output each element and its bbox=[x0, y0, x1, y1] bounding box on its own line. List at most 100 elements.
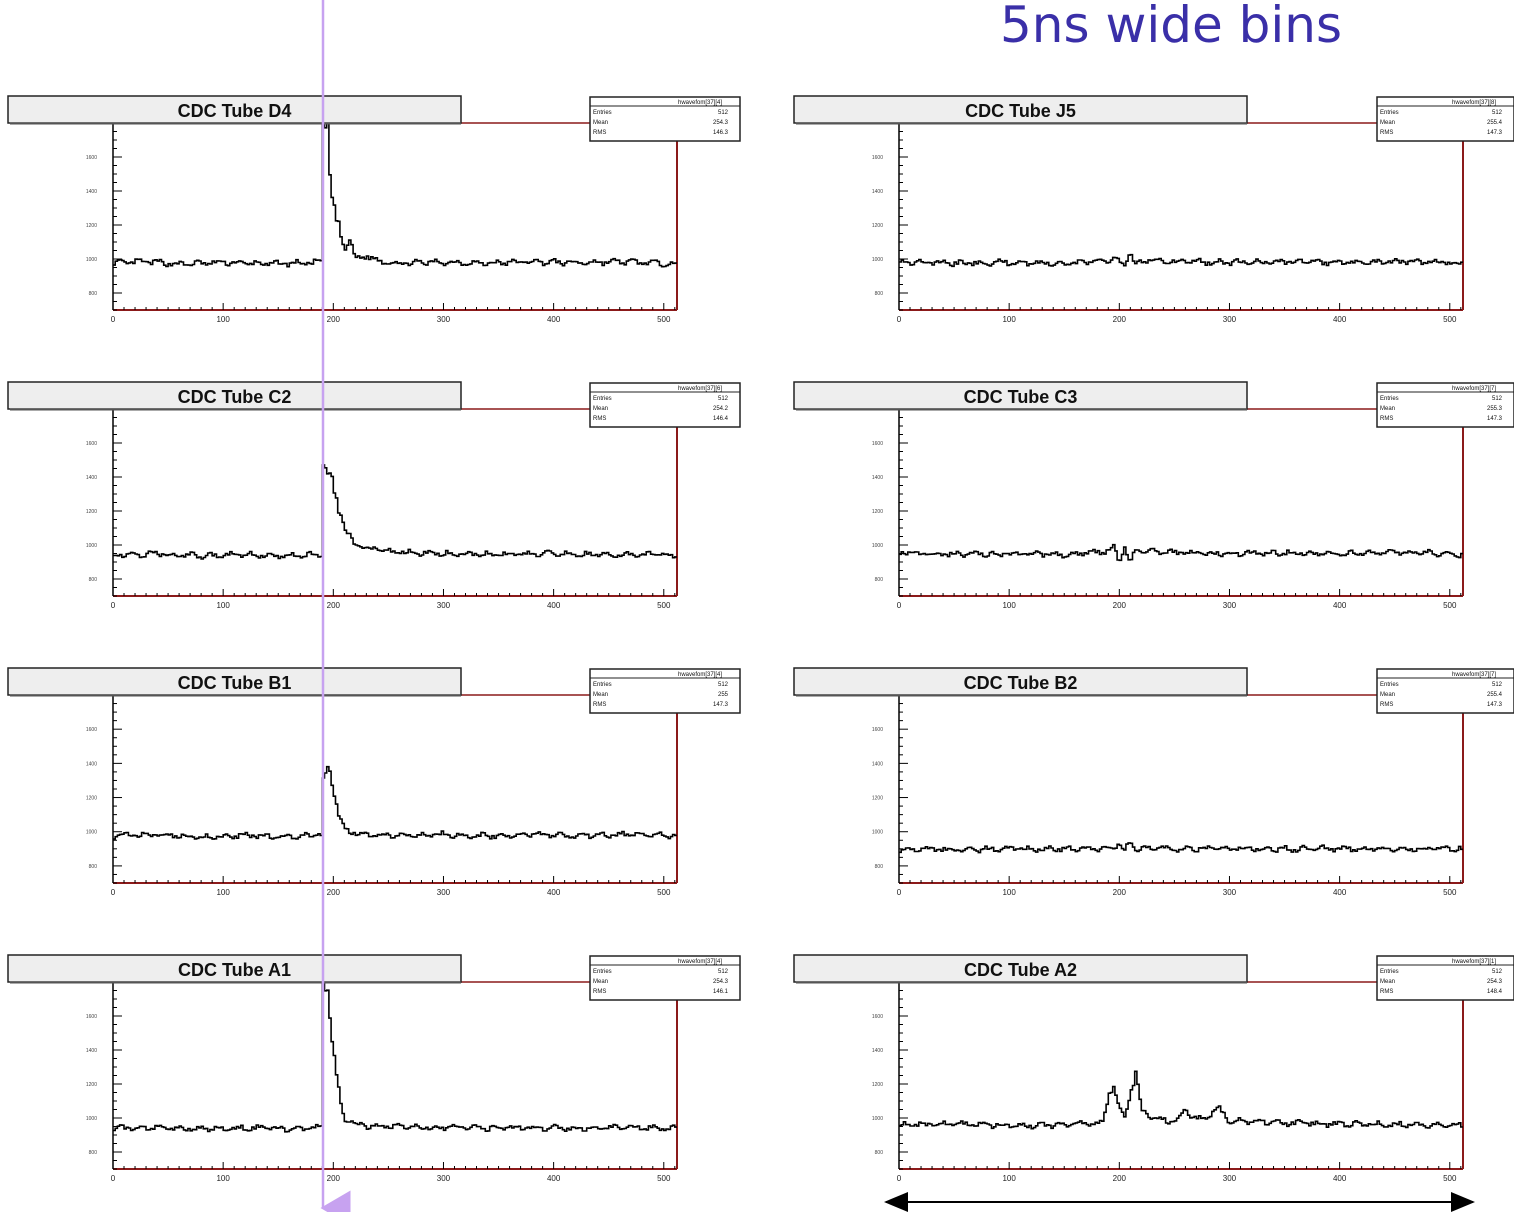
panel-title: CDC Tube C2 bbox=[178, 387, 292, 407]
y-tick-label: 1200 bbox=[872, 1082, 883, 1088]
y-tick-label: 800 bbox=[875, 291, 884, 297]
x-tick-label: 300 bbox=[437, 1174, 451, 1183]
x-tick-label: 200 bbox=[327, 1174, 341, 1183]
y-tick-label: 1600 bbox=[872, 1014, 883, 1020]
title-box bbox=[7, 667, 462, 696]
x-tick-label: 300 bbox=[437, 601, 451, 610]
stats-value: 147.3 bbox=[1487, 130, 1503, 136]
y-tick-label: 1600 bbox=[86, 727, 97, 733]
stats-label: Mean bbox=[593, 692, 608, 698]
waveform-series bbox=[113, 765, 677, 840]
title-box bbox=[7, 381, 462, 410]
stats-label: Entries bbox=[1380, 969, 1399, 975]
x-tick-label: 300 bbox=[437, 315, 451, 324]
x-tick-label: 500 bbox=[1443, 601, 1457, 610]
x-tick-label: 300 bbox=[1223, 1174, 1237, 1183]
stats-label: RMS bbox=[593, 989, 606, 995]
y-tick-label: 1000 bbox=[872, 257, 883, 263]
stats-box bbox=[589, 382, 741, 428]
x-tick-label: 100 bbox=[1002, 315, 1016, 324]
y-tick-label: 1000 bbox=[86, 830, 97, 836]
stats-value: 254.3 bbox=[713, 979, 729, 985]
stats-header: hwavefom[37][7] bbox=[1452, 386, 1496, 392]
stats-header: hwavefom[37][6] bbox=[678, 386, 722, 392]
stats-label: Mean bbox=[1380, 979, 1395, 985]
stats-value: 255.4 bbox=[1487, 120, 1503, 126]
stats-value: 512 bbox=[718, 682, 729, 688]
y-tick-label: 1200 bbox=[872, 796, 883, 802]
x-tick-label: 200 bbox=[1113, 888, 1127, 897]
panel-title: CDC Tube B1 bbox=[178, 673, 292, 693]
histogram-panel: 800 1000 1200 1400 1600 0 100 200 300 400 500 CDC T… bbox=[7, 95, 741, 324]
stats-label: Mean bbox=[1380, 406, 1395, 412]
stats-label: Entries bbox=[1380, 110, 1399, 116]
y-tick-label: 1400 bbox=[86, 189, 97, 195]
y-tick-label: 1400 bbox=[872, 1048, 883, 1054]
stats-value: 512 bbox=[718, 969, 729, 975]
waveform-series bbox=[113, 118, 677, 268]
stats-value: 146.4 bbox=[713, 416, 729, 422]
x-tick-label: 400 bbox=[547, 1174, 561, 1183]
y-tick-label: 1400 bbox=[872, 189, 883, 195]
histogram-panel: 800 1000 1200 1400 1600 0 100 200 300 400 500 CDC T… bbox=[793, 667, 1514, 897]
stats-box bbox=[1376, 382, 1514, 428]
panel-title: CDC Tube J5 bbox=[965, 101, 1076, 121]
stats-value: 512 bbox=[1492, 396, 1503, 402]
stats-label: Mean bbox=[593, 120, 608, 126]
x-tick-label: 500 bbox=[657, 601, 671, 610]
stats-label: Entries bbox=[1380, 682, 1399, 688]
x-tick-label: 200 bbox=[1113, 315, 1127, 324]
stats-label: Mean bbox=[1380, 692, 1395, 698]
x-tick-label: 0 bbox=[897, 315, 902, 324]
stats-header: hwavefom[37][8] bbox=[1452, 100, 1496, 106]
stats-label: RMS bbox=[1380, 130, 1393, 136]
x-tick-label: 300 bbox=[1223, 601, 1237, 610]
stats-value: 146.3 bbox=[713, 130, 729, 136]
stats-label: Mean bbox=[1380, 120, 1395, 126]
y-tick-label: 1400 bbox=[872, 761, 883, 767]
panel-title: CDC Tube A2 bbox=[964, 960, 1077, 980]
y-tick-label: 1600 bbox=[86, 155, 97, 161]
histogram-panel: 800 1000 1200 1400 1600 0 100 200 300 400 500 CDC T… bbox=[793, 381, 1514, 610]
x-tick-label: 400 bbox=[547, 315, 561, 324]
stats-value: 512 bbox=[1492, 110, 1503, 116]
x-tick-label: 200 bbox=[327, 315, 341, 324]
waveform-series bbox=[899, 253, 1463, 268]
stats-header: hwavefom[37][7] bbox=[1452, 672, 1496, 678]
stats-box bbox=[1376, 668, 1514, 714]
panel-title: CDC Tube C3 bbox=[964, 387, 1078, 407]
x-tick-label: 400 bbox=[1333, 1174, 1347, 1183]
stats-value: 255.3 bbox=[1487, 406, 1503, 412]
stats-label: Mean bbox=[593, 979, 608, 985]
x-tick-label: 100 bbox=[216, 315, 230, 324]
stats-value: 512 bbox=[1492, 682, 1503, 688]
x-tick-label: 500 bbox=[657, 888, 671, 897]
stats-label: Entries bbox=[1380, 396, 1399, 402]
x-tick-label: 200 bbox=[327, 888, 341, 897]
x-tick-label: 500 bbox=[657, 315, 671, 324]
waveform-series bbox=[899, 543, 1463, 562]
x-tick-label: 0 bbox=[897, 601, 902, 610]
x-tick-label: 300 bbox=[1223, 888, 1237, 897]
waveform-series bbox=[113, 464, 677, 560]
x-tick-label: 500 bbox=[1443, 1174, 1457, 1183]
y-tick-label: 1400 bbox=[86, 475, 97, 481]
x-tick-label: 300 bbox=[437, 888, 451, 897]
x-tick-label: 400 bbox=[1333, 315, 1347, 324]
y-tick-label: 1600 bbox=[872, 155, 883, 161]
stats-value: 512 bbox=[1492, 969, 1503, 975]
title-box bbox=[793, 954, 1248, 983]
waveform-series bbox=[899, 842, 1463, 854]
stats-header: hwavefom[37][4] bbox=[678, 100, 722, 106]
stats-value: 254.2 bbox=[713, 406, 729, 412]
title-box bbox=[793, 95, 1248, 124]
x-tick-label: 0 bbox=[897, 888, 902, 897]
stats-value: 255.4 bbox=[1487, 692, 1503, 698]
x-tick-label: 200 bbox=[327, 601, 341, 610]
stats-box bbox=[1376, 955, 1514, 1001]
histogram-panel: 800 1000 1200 1400 1600 0 100 200 300 400 500 CDC T… bbox=[793, 954, 1514, 1183]
x-tick-label: 500 bbox=[657, 1174, 671, 1183]
stats-box bbox=[589, 96, 741, 142]
x-tick-label: 100 bbox=[216, 1174, 230, 1183]
panel-title: CDC Tube A1 bbox=[178, 960, 291, 980]
